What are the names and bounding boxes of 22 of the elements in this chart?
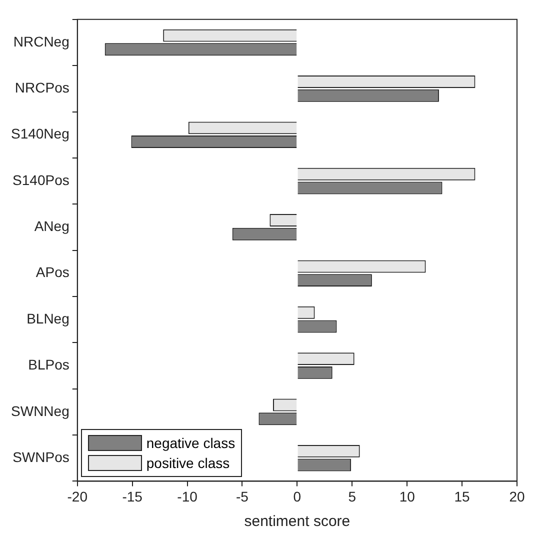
y-tick-label: BLPos xyxy=(28,356,70,373)
x-axis-title: sentiment score xyxy=(244,513,350,530)
x-tick-label: -5 xyxy=(236,488,249,504)
x-tick-label: 5 xyxy=(348,488,356,504)
x-tick-label: -20 xyxy=(67,488,88,504)
y-tick-label: NRCNeg xyxy=(13,33,70,50)
y-tick-label: NRCPos xyxy=(14,80,70,96)
y-tick-label: BLNeg xyxy=(26,310,70,326)
y-tick-label: SWNNeg xyxy=(11,402,70,419)
x-tick-label: 20 xyxy=(509,488,525,504)
x-tick-label: -10 xyxy=(177,488,198,504)
x-tick-label: -15 xyxy=(122,488,143,504)
y-tick-label: ANeg xyxy=(34,218,70,234)
x-tick-label: 15 xyxy=(454,488,470,504)
y-tick-label: S140Pos xyxy=(12,172,70,188)
legend-label: positive class xyxy=(146,454,230,474)
y-tick-label: SWNPos xyxy=(12,448,70,465)
legend-label: negative class xyxy=(146,434,236,454)
y-tick-label: S140Neg xyxy=(10,126,70,142)
y-tick-label: APos xyxy=(36,264,70,280)
x-tick-label: 0 xyxy=(293,488,302,504)
x-tick-label: 10 xyxy=(399,488,416,504)
